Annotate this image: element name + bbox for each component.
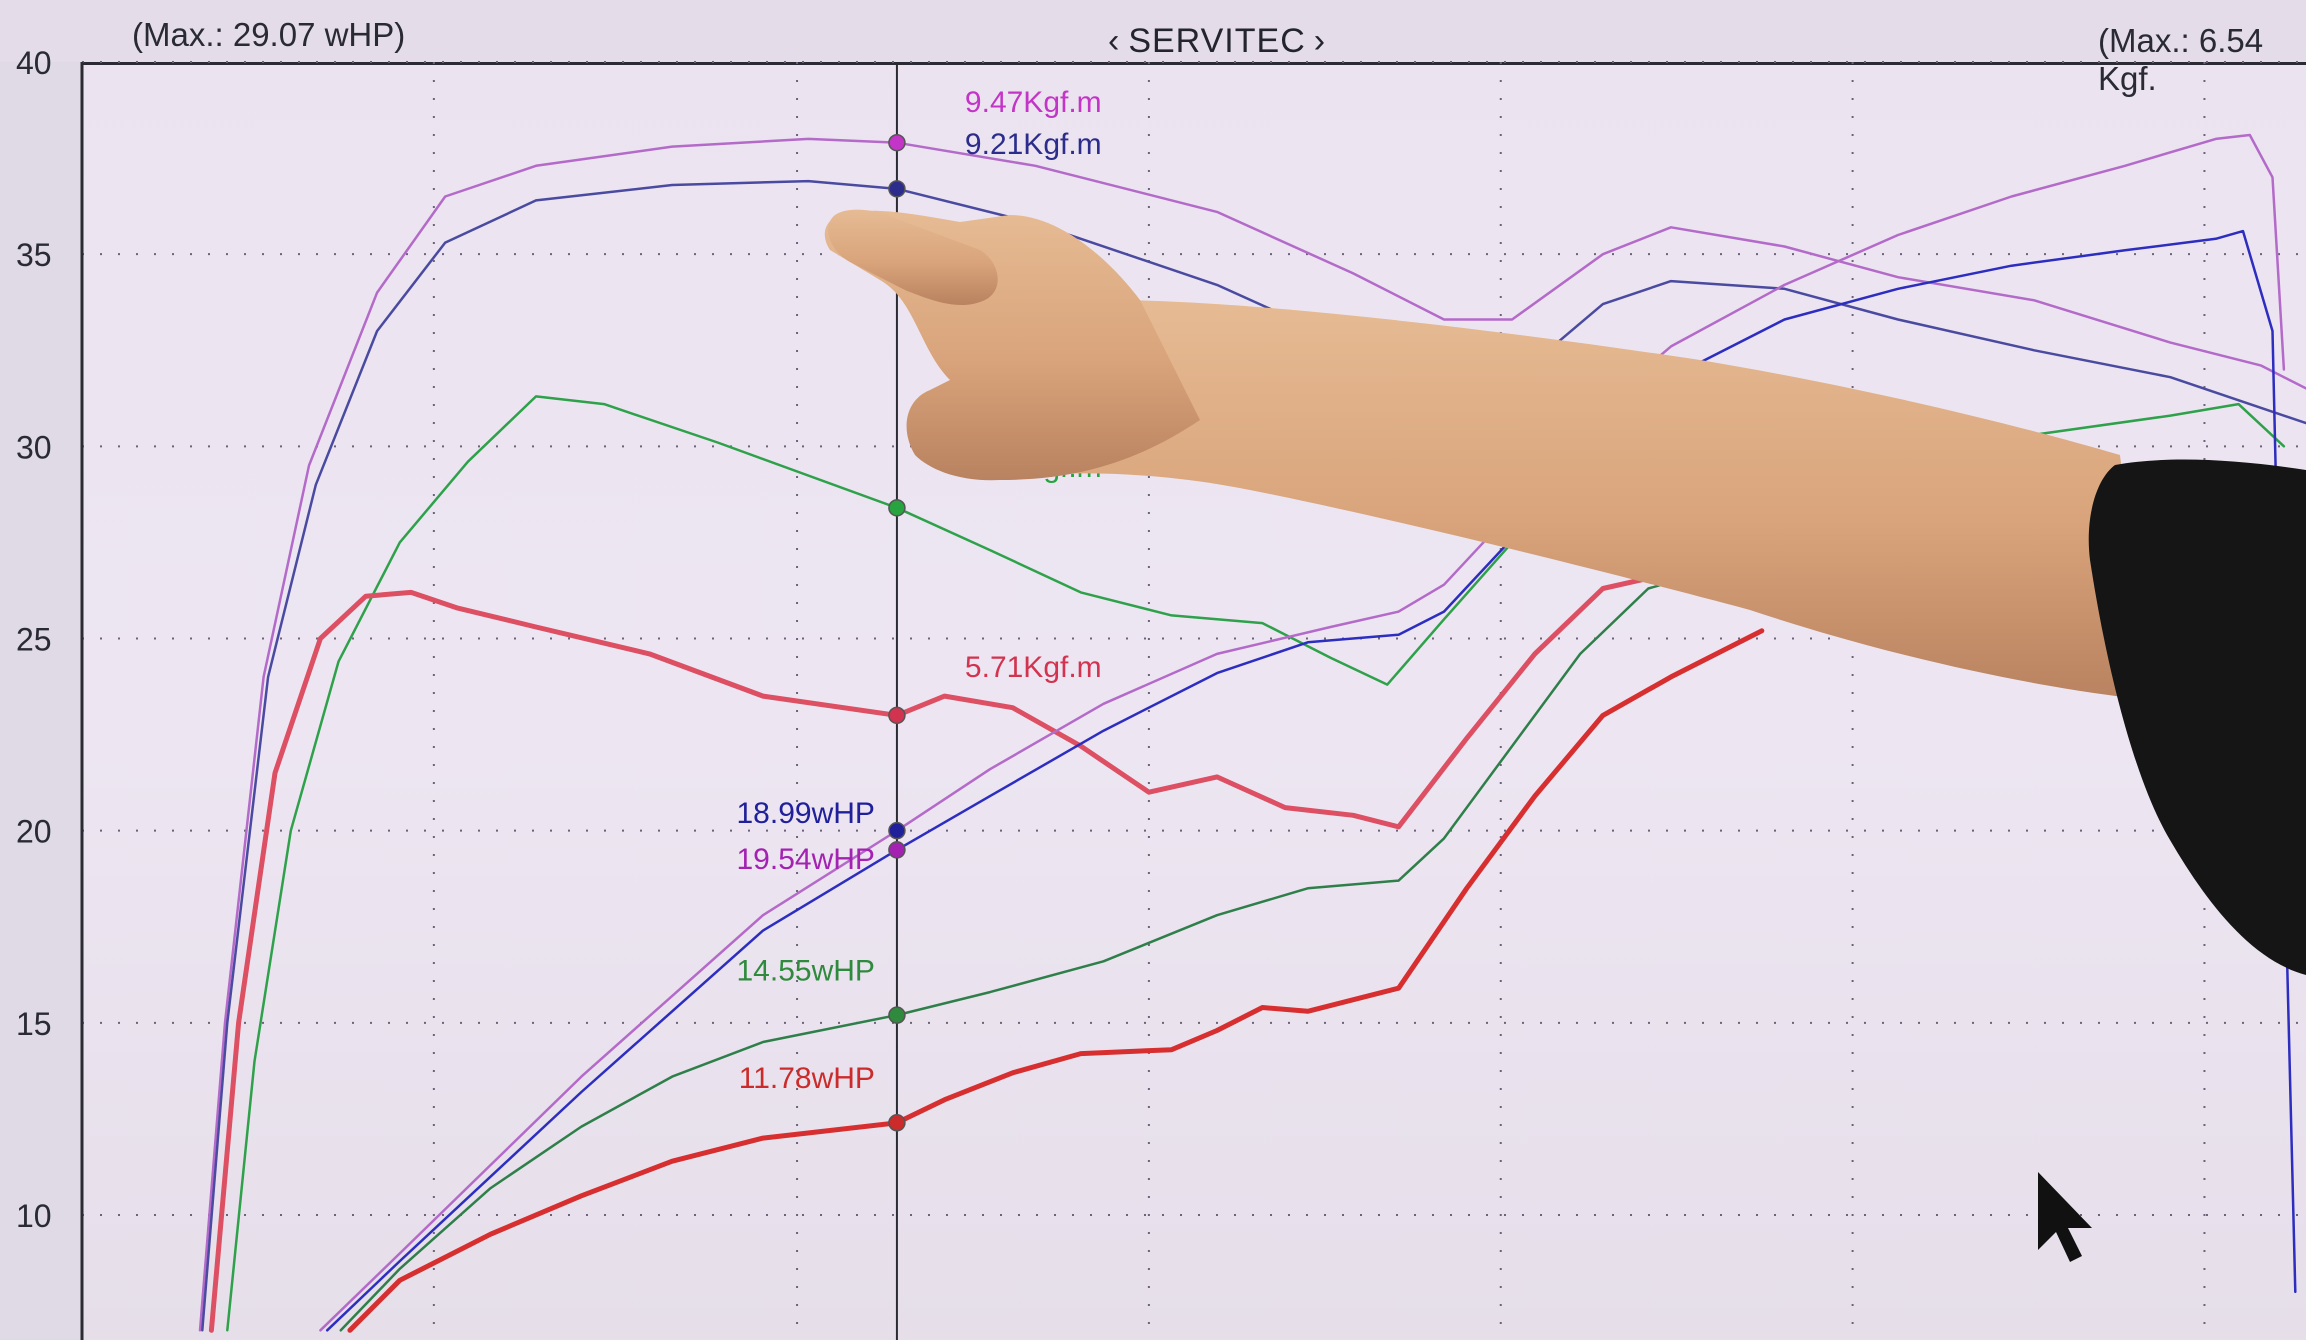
grid xyxy=(82,61,2306,1340)
y-tick-label: 20 xyxy=(16,814,52,850)
max-torque-readout: (Max.: 6.54 Kgf. xyxy=(2098,22,2264,97)
y-tick-label: 15 xyxy=(16,1006,52,1042)
y-tick-label: 30 xyxy=(16,429,52,465)
title-text: SERVITEC xyxy=(1128,22,1306,60)
cursor-value-label: 14.55wHP xyxy=(737,955,875,988)
y-tick-label: 40 xyxy=(16,45,52,81)
cursor-marker xyxy=(888,706,906,725)
y-tick-label: 10 xyxy=(16,1198,52,1234)
y-axis: 40 35 30 25 20 15 10 xyxy=(16,45,84,1340)
cursor-value-label: 11.78wHP xyxy=(739,1062,875,1095)
cursor-value-label: 5.71Kgf.m xyxy=(965,651,1102,684)
chart-header: (Max.: 29.07 wHP) ‹ SERVITEC › (Max.: 6.54… xyxy=(0,0,2306,97)
y-axis-panel xyxy=(0,62,82,1340)
y-tick-label: 25 xyxy=(16,622,52,658)
cursor-marker xyxy=(888,1006,906,1024)
prev-arrow-icon[interactable]: ‹ xyxy=(1108,22,1121,60)
chart-title: ‹ SERVITEC › xyxy=(1100,22,1334,61)
cursor-marker xyxy=(888,841,906,859)
series-line-3 xyxy=(208,559,1765,1333)
cursor-marker xyxy=(888,180,906,198)
cursor-value-label: 9.47Kgf.m xyxy=(965,86,1102,119)
cursor-value-label: 9.21Kgf.m xyxy=(965,128,1102,161)
cursor-marker xyxy=(888,133,906,152)
series-line-1 xyxy=(201,179,2306,1332)
cursor-marker xyxy=(888,499,906,517)
cursor-labels: 9.47Kgf.m 9.21Kgf.m 7.05Kgf.m 5.71Kgf.m 18.9… xyxy=(737,86,1102,1132)
cursor-marker xyxy=(888,1114,906,1132)
y-tick-label: 35 xyxy=(16,237,52,273)
series-group xyxy=(198,133,2306,1333)
series-line-6 xyxy=(339,568,1718,1332)
series-line-2 xyxy=(226,395,2286,1332)
cursor-marker xyxy=(888,821,906,840)
cursor-value-label: 18.99wHP xyxy=(737,797,875,830)
cursor-value-label: 7.05Kgf.m xyxy=(965,451,1102,484)
series-line-0 xyxy=(198,137,2306,1332)
series-line-4 xyxy=(319,133,2286,1332)
next-arrow-icon[interactable]: › xyxy=(1313,22,1327,60)
max-power-readout: (Max.: 29.07 wHP) xyxy=(132,16,406,53)
cursor-value-label: 19.54wHP xyxy=(737,843,875,876)
series-line-5 xyxy=(325,229,2297,1332)
series-line-7 xyxy=(347,628,1765,1333)
